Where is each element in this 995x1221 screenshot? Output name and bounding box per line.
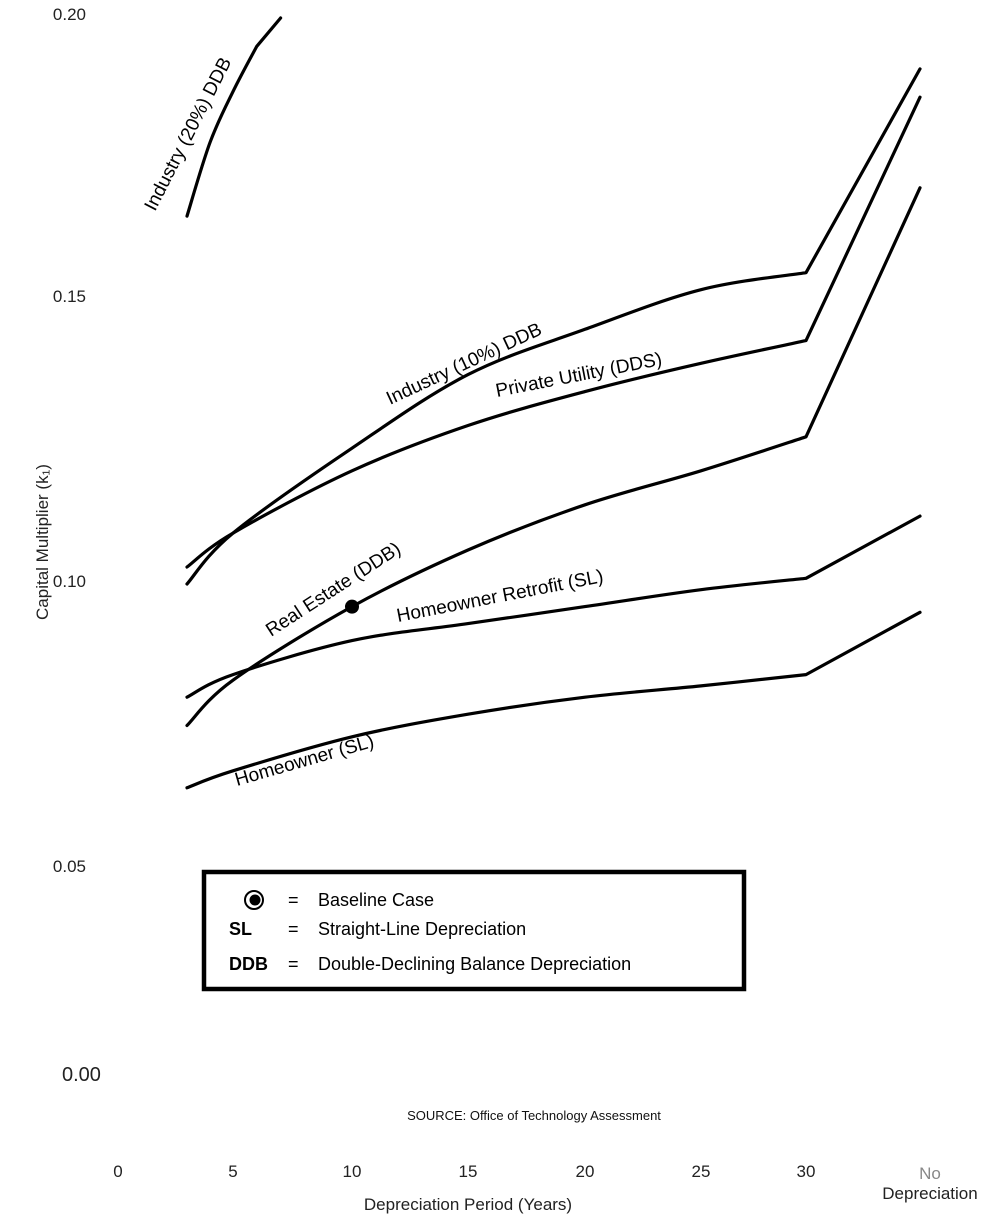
legend-box [201, 869, 747, 992]
series-label-homeowner-sl: Homeowner (SL) [233, 731, 377, 791]
x-tick-label: 15 [459, 1162, 478, 1181]
y-tick-label: 0.20 [53, 5, 86, 24]
x-axis-title: Depreciation Period (Years) [364, 1195, 572, 1214]
x-tick-label: 5 [228, 1162, 237, 1181]
series-line-homeowner-sl [185, 610, 922, 790]
legend-entry-baseline: = Baseline Case [244, 890, 434, 910]
baseline-dot-icon-fill [249, 894, 261, 906]
x-tick-label: 30 [797, 1162, 816, 1181]
y-axis-ticks: 0.00 0.05 0.10 0.15 0.20 [53, 5, 101, 1086]
baseline-case-point [345, 599, 359, 614]
series-line-industry-10-ddb [185, 67, 922, 586]
series-line-homeowner-retrofit-sl [185, 514, 922, 699]
legend-entries: = Baseline Case SL = Straight-Line Depreciat… [229, 890, 631, 974]
legend-entry-ddb: DDB = Double-Declining Balance Depreciatio… [229, 954, 631, 974]
x-tick-label: 0 [113, 1162, 122, 1181]
legend-text: Baseline Case [318, 890, 434, 910]
legend-text: Double-Declining Balance Depreciation [318, 954, 631, 974]
legend-equals: = [288, 890, 299, 910]
y-tick-label: 0.05 [53, 857, 86, 876]
source-note: SOURCE: Office of Technology Assessment [407, 1108, 661, 1123]
x-tick-label: 10 [343, 1162, 362, 1181]
legend-equals: = [288, 919, 299, 939]
legend-equals: = [288, 954, 299, 974]
legend-entry-sl: SL = Straight-Line Depreciation [229, 919, 526, 939]
series-line-private-utility-dds [185, 95, 922, 569]
y-tick-label: 0.15 [53, 287, 86, 306]
y-axis-title: Capital Multiplier (k₁) [33, 464, 52, 620]
x-tick-label: No Depreciation [882, 1164, 977, 1203]
x-axis-ticks: 0 5 10 15 20 25 30 No Depreciation [113, 1162, 977, 1203]
x-tick-label: 25 [692, 1162, 711, 1181]
series-label-industry-20-ddb: Industry (20%) DDB [141, 54, 236, 214]
series-lines [185, 16, 922, 790]
legend: = Baseline Case SL = Straight-Line Depreciat… [201, 869, 747, 992]
series-line-real-estate-ddb [185, 186, 922, 728]
legend-key: DDB [229, 954, 268, 974]
y-tick-label: 0.10 [53, 572, 86, 591]
series-line-industry-20-ddb [185, 16, 283, 218]
legend-text: Straight-Line Depreciation [318, 919, 526, 939]
x-tick-label: 20 [576, 1162, 595, 1181]
baseline-dot-icon [244, 890, 264, 910]
y-tick-label: 0.00 [62, 1064, 101, 1086]
legend-key: SL [229, 919, 252, 939]
